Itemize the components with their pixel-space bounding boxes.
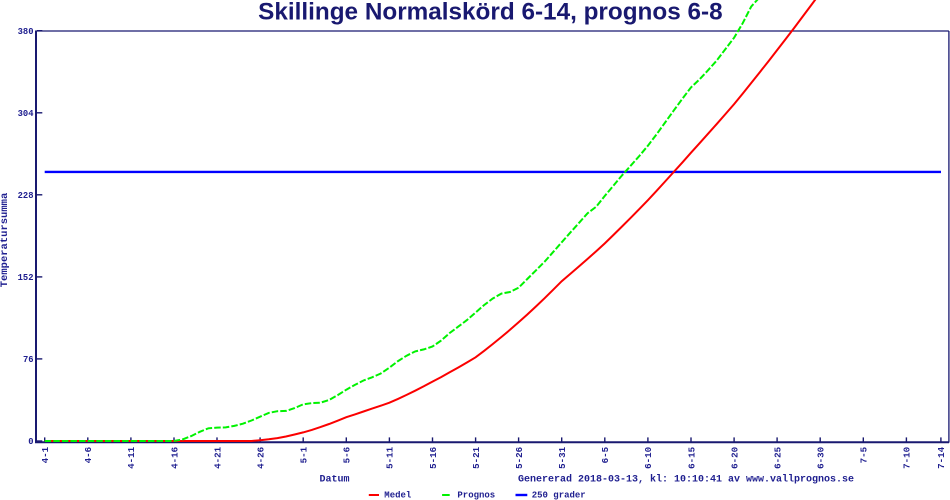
svg-text:Datum: Datum	[320, 475, 350, 486]
svg-text:6-5: 6-5	[600, 446, 611, 463]
svg-text:4-1: 4-1	[40, 446, 51, 463]
svg-text:380: 380	[18, 27, 34, 37]
svg-text:5-21: 5-21	[471, 446, 482, 469]
svg-text:6-10: 6-10	[643, 447, 654, 469]
svg-text:76: 76	[23, 355, 34, 365]
svg-text:7-5: 7-5	[859, 446, 870, 463]
svg-text:5-1: 5-1	[299, 446, 310, 463]
svg-text:6-30: 6-30	[816, 447, 827, 469]
svg-text:Skillinge Normalskörd 6-14, pr: Skillinge Normalskörd 6-14, prognos 6-8	[258, 0, 722, 26]
svg-text:6-15: 6-15	[686, 446, 697, 469]
svg-text:5-16: 5-16	[428, 447, 439, 469]
svg-text:250 grader: 250 grader	[532, 491, 586, 500]
svg-text:Prognos: Prognos	[457, 491, 495, 500]
svg-text:228: 228	[18, 191, 34, 201]
svg-text:6-20: 6-20	[729, 447, 740, 469]
svg-text:Medel: Medel	[384, 491, 412, 500]
svg-text:6-25: 6-25	[772, 446, 783, 469]
svg-text:5-11: 5-11	[385, 446, 396, 469]
svg-text:5-6: 5-6	[342, 447, 353, 464]
svg-text:4-26: 4-26	[255, 447, 266, 469]
svg-text:4-16: 4-16	[169, 447, 180, 469]
svg-text:Genererad 2018-03-13, kl: 10:1: Genererad 2018-03-13, kl: 10:10:41 av ww…	[518, 474, 854, 486]
svg-text:Temperatursumma: Temperatursumma	[0, 192, 11, 287]
svg-text:0: 0	[28, 437, 33, 447]
svg-text:7-14: 7-14	[936, 446, 947, 469]
svg-text:4-11: 4-11	[126, 446, 137, 469]
svg-text:4-6: 4-6	[83, 447, 94, 464]
svg-text:5-26: 5-26	[514, 447, 525, 469]
svg-text:4-21: 4-21	[212, 446, 223, 469]
svg-text:7-10: 7-10	[902, 447, 913, 469]
svg-text:152: 152	[18, 273, 34, 283]
svg-text:5-31: 5-31	[557, 446, 568, 469]
svg-text:304: 304	[18, 109, 35, 119]
